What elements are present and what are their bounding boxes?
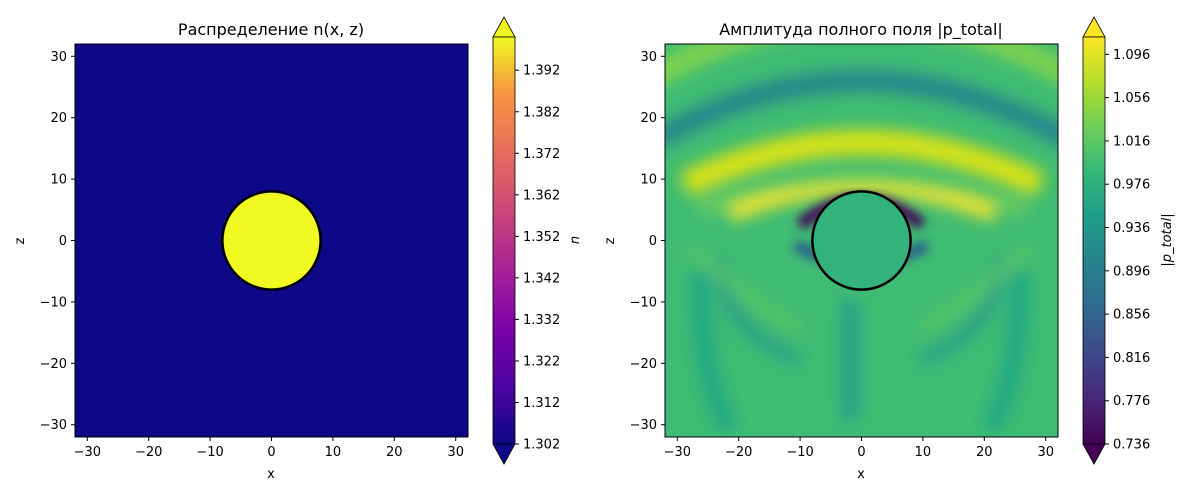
y-tick-label: 10	[640, 173, 657, 188]
y-tick-label: 20	[640, 111, 657, 126]
y-tick-label: 20	[50, 111, 67, 126]
x-tick-label: −20	[135, 445, 162, 460]
y-tick-label: −30	[630, 418, 657, 433]
axis-ticks-2: −30 −20 −10 0 10 20 30 −30 −20 −10 0 10 20 30	[630, 50, 1054, 460]
field-inside-circle	[812, 191, 911, 290]
colorbar-tick-label: 1.352	[523, 230, 560, 245]
x-tick-label: −10	[196, 445, 223, 460]
x-tick-label: −10	[786, 445, 813, 460]
y-tick-label: 30	[50, 50, 67, 65]
colorbar-label-2: |p_total|	[1160, 213, 1175, 266]
x-tick-label: 0	[267, 445, 275, 460]
x-tick-label: −30	[74, 445, 101, 460]
y-tick-label: −20	[40, 357, 67, 372]
colorbar-tick-label: 0.976	[1113, 178, 1150, 193]
colorbar-extend-top-2	[1082, 16, 1106, 38]
y-tick-label: −30	[40, 418, 67, 433]
y-tick-label: −20	[630, 357, 657, 372]
colorbar-tick-label: 0.896	[1113, 264, 1150, 279]
colorbar-tick-label: 0.736	[1113, 438, 1150, 453]
y-tick-label: −10	[40, 295, 67, 310]
x-tick-label: 10	[325, 445, 342, 460]
circle-outline-2	[811, 190, 912, 291]
colorbar-tick-label: 1.322	[523, 354, 560, 369]
y-tick-label: 30	[640, 50, 657, 65]
colorbar-label-1: n	[568, 236, 583, 244]
inclusion-fill	[222, 191, 321, 290]
colorbar-extend-bottom-1	[492, 443, 516, 465]
x-tick-label: 10	[915, 445, 932, 460]
colorbar-tick-label: 1.302	[523, 438, 560, 453]
x-tick-label: −30	[664, 445, 691, 460]
colorbar-tick-label: 0.776	[1113, 394, 1150, 409]
colorbar-tick-label: 1.392	[523, 64, 560, 79]
y-tick-label: 0	[649, 234, 657, 249]
colorbar-tick-label: 1.312	[523, 396, 560, 411]
panel-total-field: Амплитуда полного поля |p_total|	[603, 16, 1175, 482]
colorbar-tick-label: 0.936	[1113, 221, 1150, 236]
y-tick-label: 10	[50, 173, 67, 188]
colorbar-tick-label: 1.362	[523, 188, 560, 203]
colorbar-tick-label: 0.856	[1113, 308, 1150, 323]
colorbar-tick-label: 1.096	[1113, 48, 1150, 63]
circle-outline-1	[221, 190, 322, 291]
x-tick-label: 0	[857, 445, 865, 460]
x-tick-label: 30	[447, 445, 464, 460]
colorbar-extend-bottom-2	[1082, 443, 1106, 465]
y-tick-label: −10	[630, 295, 657, 310]
colorbar-tick-label: 1.056	[1113, 91, 1150, 106]
colorbar-tick-label: 0.816	[1113, 351, 1150, 366]
ylabel-1: z	[13, 237, 28, 244]
x-tick-label: 20	[386, 445, 403, 460]
x-tick-label: −20	[725, 445, 752, 460]
colorbar-2	[1082, 36, 1106, 445]
field-amplitude-map	[665, 44, 1058, 437]
panel-refractive-index: Распределение n(x, z) −30 −20 −10 0 10 20 30−3…	[13, 16, 583, 482]
colorbar-tick-label: 1.016	[1113, 134, 1150, 149]
title-1: Распределение n(x, z)	[178, 20, 364, 39]
ylabel-2: z	[603, 237, 618, 244]
colorbar-tick-label: 1.382	[523, 105, 560, 120]
xlabel-1: x	[267, 467, 275, 482]
colorbar-tick-label: 1.342	[523, 271, 560, 286]
x-tick-label: 20	[976, 445, 993, 460]
colorbar-1	[492, 36, 516, 445]
colorbar-tick-label: 1.372	[523, 147, 560, 162]
colorbar-tick-label: 1.332	[523, 313, 560, 328]
y-tick-label: 0	[59, 234, 67, 249]
x-tick-label: 30	[1037, 445, 1054, 460]
title-2: Амплитуда полного поля |p_total|	[719, 20, 1003, 40]
colorbar-ticks-2: 0.736 0.776 0.816 0.856 0.896 0.936 0.976 1.016…	[1105, 48, 1150, 453]
axis-ticks-1: −30 −20 −10 0 10 20 30 −30 −20 −10 0 10 20 30	[40, 50, 464, 460]
colorbar-ticks-1: 1.302 1.312 1.322 1.332 1.342 1.352 1.362 1.372…	[515, 64, 560, 453]
colorbar-extend-top-1	[492, 16, 516, 38]
xlabel-2: x	[857, 467, 865, 482]
